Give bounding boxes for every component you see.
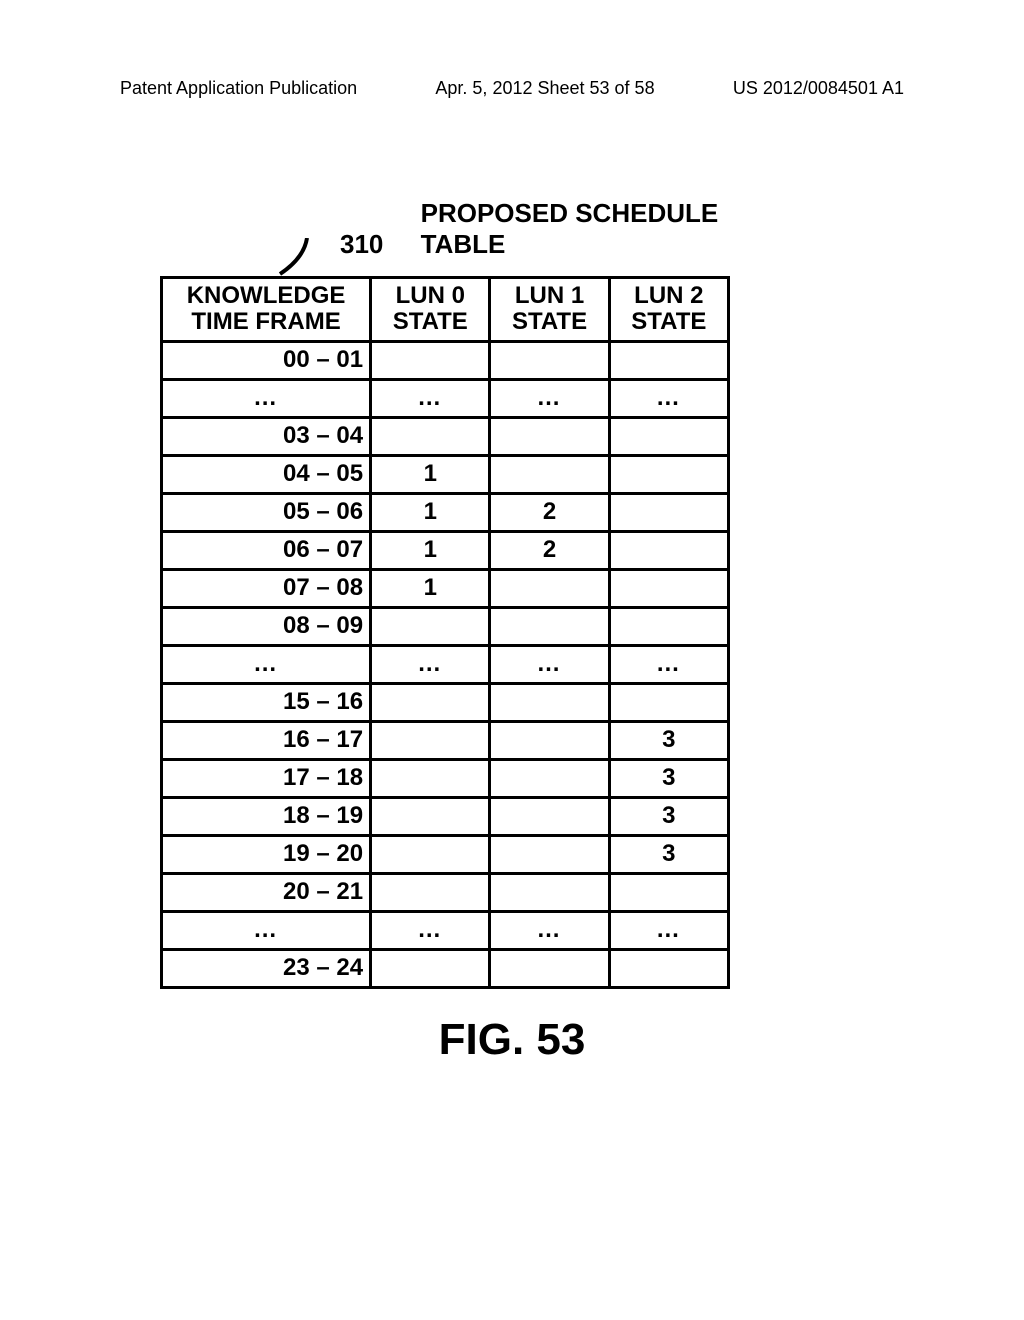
table-row: 17 – 18 3 [162,759,729,797]
table-row: 16 – 17 3 [162,721,729,759]
table-row: … … … … [162,379,729,417]
table-body: 00 – 01 … … … … 03 – 04 04 – 05 1 [162,341,729,987]
table-row: 18 – 19 3 [162,797,729,835]
table-row: 00 – 01 [162,341,729,379]
table-row: 03 – 04 [162,417,729,455]
table-row: 05 – 06 1 2 [162,493,729,531]
page-header: Patent Application Publication Apr. 5, 2… [0,78,1024,99]
header-center: Apr. 5, 2012 Sheet 53 of 58 [435,78,654,99]
figure-label: FIG. 53 [0,1015,1024,1065]
title-area: 310 PROPOSED SCHEDULE TABLE [340,198,718,260]
table-header-row: KNOWLEDGE TIME FRAME LUN 0 STATE LUN 1 S… [162,278,729,342]
col-header-timeframe: KNOWLEDGE TIME FRAME [162,278,371,342]
title-text: PROPOSED SCHEDULE TABLE [421,198,719,260]
table-row: 04 – 05 1 [162,455,729,493]
title-line2: TABLE [421,229,506,259]
proposed-schedule-table: KNOWLEDGE TIME FRAME LUN 0 STATE LUN 1 S… [160,276,730,989]
table-row: 06 – 07 1 2 [162,531,729,569]
table-row: 08 – 09 [162,607,729,645]
col-header-lun1: LUN 1 STATE [490,278,609,342]
table-row: 15 – 16 [162,683,729,721]
schedule-table-container: KNOWLEDGE TIME FRAME LUN 0 STATE LUN 1 S… [160,276,730,989]
table-row: 19 – 20 3 [162,835,729,873]
title-line1: PROPOSED SCHEDULE [421,198,719,228]
table-row: … … … … [162,645,729,683]
col-header-lun0: LUN 0 STATE [371,278,490,342]
title-number: 310 [340,229,383,260]
col-header-lun2: LUN 2 STATE [609,278,728,342]
header-left: Patent Application Publication [120,78,357,99]
table-row: … … … … [162,911,729,949]
table-row: 23 – 24 [162,949,729,987]
header-right: US 2012/0084501 A1 [733,78,904,99]
table-row: 07 – 08 1 [162,569,729,607]
callout-curve-icon [272,238,332,278]
table-row: 20 – 21 [162,873,729,911]
